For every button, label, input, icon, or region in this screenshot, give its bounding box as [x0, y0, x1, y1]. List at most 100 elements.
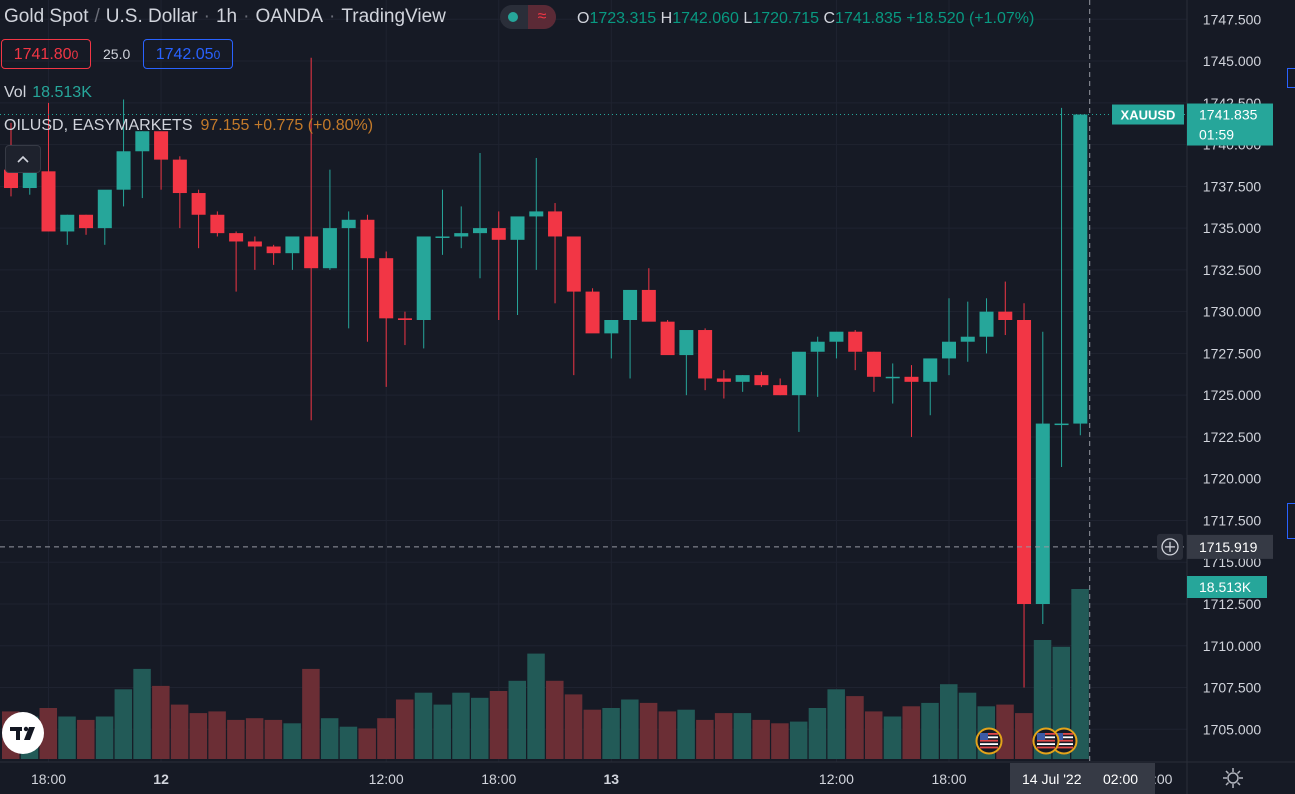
symbol-title[interactable]: Gold Spot / U.S. Dollar · 1h · OANDA · TradingVi… — [4, 6, 446, 28]
candle-body — [322, 228, 337, 269]
volume-bar — [996, 704, 1014, 759]
compare-value: 97.155 +0.775 (+0.80%) — [200, 117, 374, 134]
us-flag-icon-canton — [980, 733, 988, 740]
interval-label[interactable]: 1h — [215, 6, 238, 27]
title-dot: · — [203, 6, 210, 27]
volume-bar — [208, 711, 226, 759]
edge-scroll-marker[interactable] — [1287, 68, 1295, 88]
candle-body — [754, 375, 769, 386]
candle-body — [379, 258, 394, 319]
symbol-quote: U.S. Dollar — [105, 6, 198, 27]
price-tick-label: 1710.000 — [1203, 638, 1262, 654]
volume-bar — [846, 696, 864, 759]
candle-body — [623, 289, 638, 321]
gear-icon[interactable] — [1222, 767, 1244, 789]
price-tick-label: 1730.000 — [1203, 304, 1262, 320]
volume-bar — [39, 708, 58, 759]
candle-body — [885, 376, 900, 379]
candle-body — [1054, 423, 1069, 426]
data-delay-icon: ≈ — [528, 5, 556, 29]
candle-body — [942, 341, 956, 359]
time-axis[interactable]: 18:00 12 12:00 18:00 13 12:00 18:00:00 — [0, 761, 1295, 787]
candle-body — [1073, 114, 1088, 424]
candle-body — [79, 214, 94, 229]
volume-bar — [152, 685, 170, 759]
candle-body — [923, 358, 938, 382]
candle-body — [1035, 423, 1050, 605]
overlay-lines — [0, 0, 1187, 762]
compare-symbol: OILUSD, EASYMARKETS — [4, 117, 193, 134]
volume-bar — [77, 719, 95, 759]
candle-body — [435, 236, 450, 238]
candle-body — [529, 211, 544, 217]
volume-legend[interactable]: Vol 18.513K — [4, 84, 92, 102]
crosshair-price-text: 1715.919 — [1199, 539, 1258, 555]
last-price-text: 1741.835 — [1199, 107, 1258, 123]
us-flag-icon-stripe — [980, 743, 998, 745]
countdown-text: 01:59 — [1199, 127, 1234, 143]
volume-bar — [921, 702, 939, 759]
volume-bar — [864, 711, 883, 759]
open-value: 1723.315 — [589, 10, 657, 27]
volume-bar — [639, 702, 658, 759]
candle-body — [679, 330, 694, 356]
title-dot: · — [329, 6, 336, 27]
candle-body — [41, 171, 56, 232]
price-tick-label: 1720.000 — [1203, 471, 1262, 487]
volume-bar — [752, 719, 770, 759]
close-label: C — [823, 10, 836, 27]
candle-body — [210, 214, 225, 234]
candle-body — [641, 289, 656, 322]
volume-bar — [302, 668, 320, 759]
title-dot: · — [243, 6, 250, 27]
volume-bar — [377, 718, 395, 759]
price-tick-label: 1735.000 — [1203, 220, 1262, 236]
time-tick-label-partial: :00 — [1153, 771, 1173, 787]
candle-body — [341, 219, 356, 229]
candle-body — [397, 318, 412, 321]
candle-body — [566, 236, 581, 292]
candle-body — [960, 336, 975, 342]
price-tick-label: 1732.500 — [1203, 262, 1262, 278]
candle-body — [660, 321, 675, 356]
candle-body — [191, 193, 206, 215]
sell-button[interactable]: 1741.800 — [1, 39, 91, 69]
collapse-legend-button[interactable] — [5, 145, 41, 173]
market-status-pill[interactable]: ≈ — [500, 5, 556, 29]
us-flag-icon-stripe — [1055, 736, 1073, 739]
crosshair-time-tag — [1010, 763, 1155, 794]
tradingview-logo-icon[interactable] — [2, 712, 44, 754]
volume-bar — [508, 680, 527, 759]
volume-value: 18.513K — [32, 84, 92, 101]
volume-bar — [452, 692, 470, 759]
last-price-tag — [1187, 103, 1273, 146]
time-tick-label: 13 — [604, 771, 620, 787]
volume-bar — [358, 728, 376, 759]
candle-body — [247, 241, 262, 247]
volume-bar — [471, 697, 489, 759]
ohlc-legend: O1723.315 H1742.060 L1720.715 C1741.835 … — [577, 10, 1034, 28]
us-flag-icon-stripe — [980, 736, 998, 739]
time-tick-label: 12 — [153, 771, 169, 787]
plus-circle-icon-ring — [1161, 538, 1179, 556]
volume-bar — [114, 689, 133, 759]
buy-button[interactable]: 1742.050 — [143, 39, 233, 69]
candle-body — [135, 131, 150, 152]
us-flag-icon-stripe — [980, 739, 998, 742]
edge-scroll-marker[interactable] — [1287, 503, 1295, 539]
volume-bar — [789, 721, 808, 759]
candle-body — [735, 375, 750, 382]
candle-body — [304, 236, 319, 269]
volume-bar — [583, 709, 602, 759]
candle-body — [716, 378, 731, 382]
volume-bar — [940, 684, 958, 759]
symbol-name: Gold Spot — [4, 6, 89, 27]
tv-logo-glyph — [10, 726, 35, 740]
symbol-tag-text: XAUUSD — [1121, 108, 1176, 123]
volume-bar — [433, 704, 451, 759]
compare-legend[interactable]: OILUSD, EASYMARKETS 97.155 +0.775 (+0.80%… — [4, 117, 373, 135]
volume-bar — [1015, 713, 1033, 759]
time-tick-label: 12:00 — [819, 771, 854, 787]
spread-value: 25.0 — [103, 46, 131, 62]
